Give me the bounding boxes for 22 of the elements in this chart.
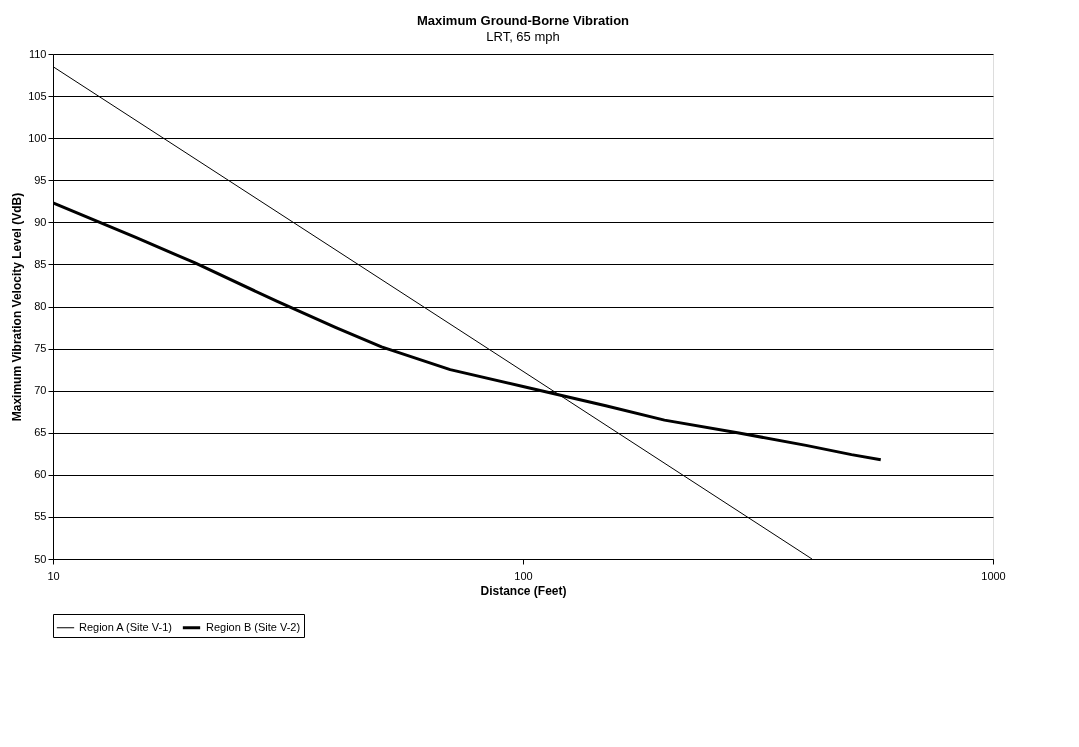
y-tick-label: 65 <box>34 426 47 439</box>
y-tick-label: 50 <box>34 552 47 565</box>
y-tick-label: 105 <box>28 89 47 102</box>
x-axis-title: Distance (Feet) <box>480 583 567 598</box>
y-tick-label: 75 <box>34 342 47 355</box>
y-tick-label: 85 <box>34 257 47 270</box>
x-tick-label: 1000 <box>981 569 1006 582</box>
y-axis-title: Maximum Vibration Velocity Level (VdB) <box>10 192 25 422</box>
y-tick-label: 100 <box>28 131 47 144</box>
chart-subtitle: LRT, 65 mph <box>486 29 560 44</box>
x-tick-label: 100 <box>514 569 533 582</box>
y-tick-label: 80 <box>34 300 47 312</box>
chart-title: Maximum Ground-Borne Vibration <box>416 13 630 28</box>
y-tick-label: 90 <box>34 215 47 228</box>
y-tick-label: 110 <box>28 47 47 60</box>
y-tick-label: 55 <box>34 510 47 523</box>
y-tick-label: 70 <box>34 384 47 397</box>
y-tick-label: 95 <box>34 173 47 186</box>
y-tick-label: 60 <box>34 468 47 481</box>
legend-label: Region B (Site V-2) <box>206 620 301 633</box>
x-tick-label: 10 <box>47 569 60 582</box>
legend-label: Region A (Site V-1) <box>79 620 172 633</box>
